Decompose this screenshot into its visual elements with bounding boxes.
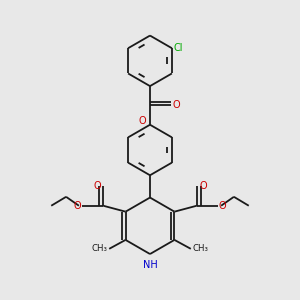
Text: CH₃: CH₃ [92,244,108,253]
Text: CH₃: CH₃ [192,244,208,253]
Text: O: O [219,201,226,211]
Text: O: O [74,201,81,211]
Text: O: O [93,182,101,191]
Text: O: O [139,116,146,126]
Text: O: O [199,182,207,191]
Text: Cl: Cl [174,43,183,53]
Text: O: O [172,100,180,110]
Text: NH: NH [142,260,158,270]
